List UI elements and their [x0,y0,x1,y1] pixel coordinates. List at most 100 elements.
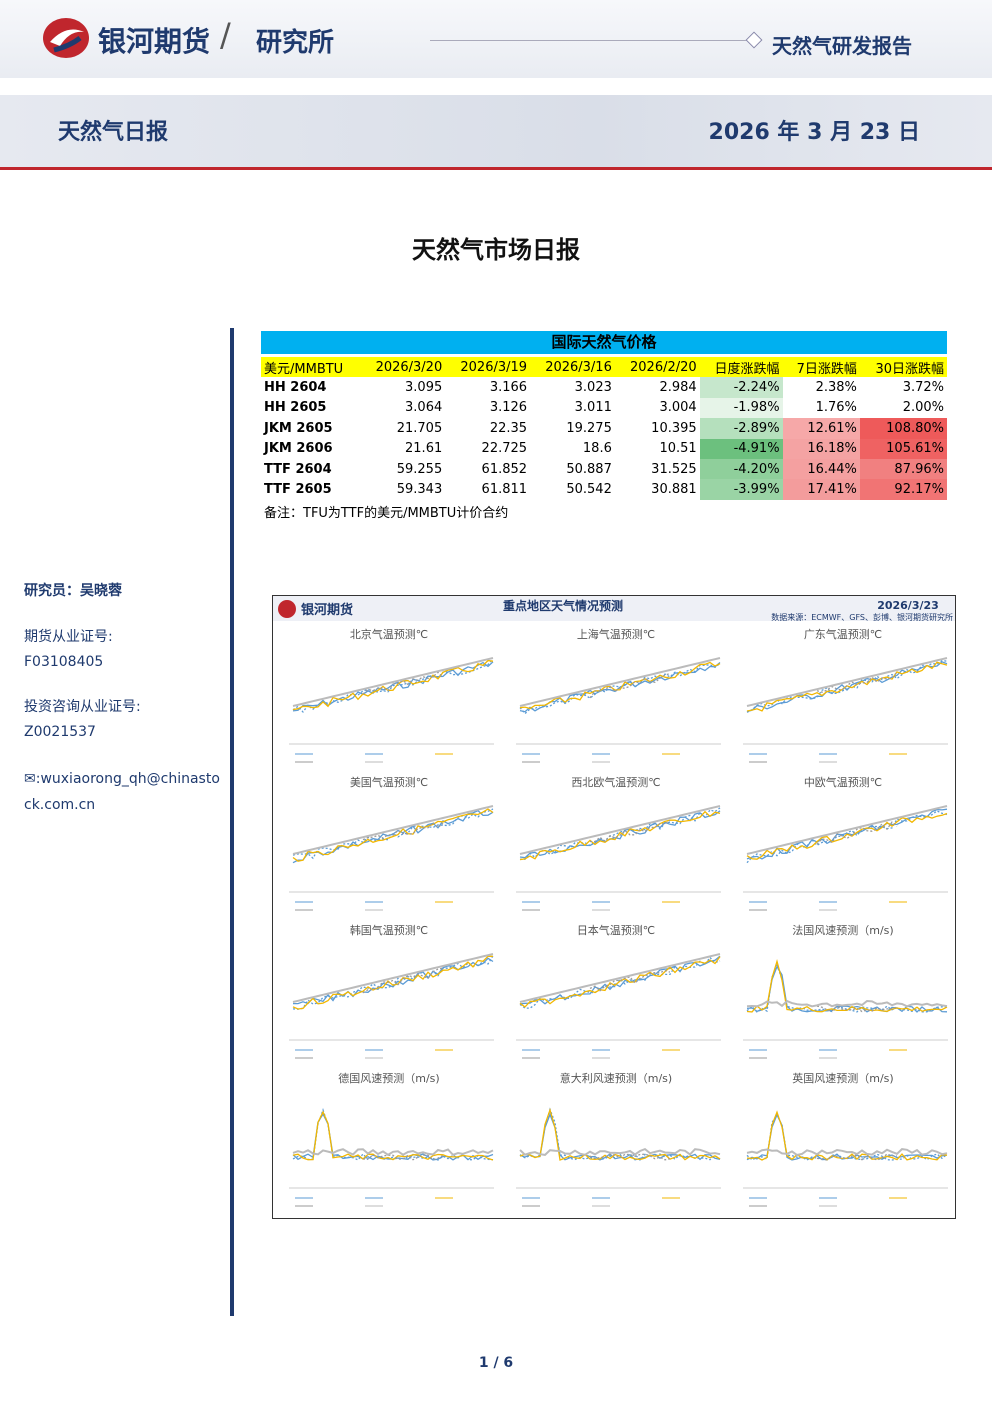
cell: 3.064 [405,400,443,416]
panel-line [292,1110,494,1161]
panel-line [590,819,671,843]
data-row: JKM 2605 21.705 22.35 19.275 10.395 -2.89% 12.… [261,418,947,439]
advisor-label: 投资咨询从业证号: [24,699,141,715]
panel-line [519,805,721,855]
figure-date: 2026/3/23 [877,599,939,612]
cell: 50.887 [566,461,612,477]
weather-svg: 银河期货 重点地区天气情况预测 2026/3/23 数据来源：ECMWF、GFS… [273,596,955,1207]
panel-line [519,953,721,1003]
panel-line [746,660,948,713]
panel-line [746,999,948,1008]
price-table: 国际天然气价格 美元/MMBTU 2026/3/20 2026/3/19 2026/3… [261,331,947,523]
cell: 10.51 [659,441,697,457]
cell: 3.095 [405,380,443,396]
rule [430,40,750,41]
table-note: 备注：TFU为TTF的美元/MMBTU计价合约 [264,505,509,521]
figure-title: 重点地区天气情况预测 [503,598,623,613]
cell: 12.61% [782,418,860,439]
figure-logo [278,600,296,618]
panel-line [292,657,494,707]
panel-line [589,969,671,992]
cell: 18.6 [582,441,612,457]
main-title: 天然气市场日报 [412,236,580,264]
panel-line [519,657,721,707]
header-cell: 7日涨跌幅 [796,361,857,377]
panel-line [292,659,494,711]
report-type: 天然气研发报告 [772,34,912,58]
top-bar [0,0,992,78]
cell: -2.89% [699,418,783,439]
header-cell: 30日涨跌幅 [875,361,944,377]
panel-line [292,805,494,855]
panel-line [519,810,721,861]
figure-brand: 银河期货 [301,602,353,618]
cell: 21.705 [396,420,443,436]
panel-line [746,1110,948,1161]
panel-line [746,661,948,713]
panel-title: 中欧气温预测℃ [804,775,882,789]
panel-title: 北京气温预测℃ [350,627,428,641]
header-row: 美元/MMBTU 2026/3/20 2026/3/19 2026/3/16 2026/… [261,357,947,378]
panel-line [362,967,444,994]
cell: 61.811 [481,482,528,498]
panel-line [746,812,948,860]
panel-line [746,1148,948,1157]
panel-line [292,658,494,714]
data-row: HH 2605 3.064 3.126 3.011 3.004 -1.98% 1.76% 2.… [261,397,947,419]
sidebar: 研究员：吴晓蓉 期货从业证号: F03108405 投资咨询从业证号: Z002… [24,580,220,818]
cell: 31.525 [651,461,697,477]
cell: 3.023 [574,380,612,396]
cell: 1.76% [815,400,857,416]
panel-title: 韩国气温预测℃ [350,923,428,937]
cell: 17.41% [782,479,860,500]
cell: 3.011 [574,400,612,416]
advisor: Z0021537 [24,724,96,740]
panel-title: 西北欧气温预测℃ [571,775,660,789]
panel-title: 德国风速预测（m/s) [338,1071,439,1085]
table-title: 国际天然气价格 [261,331,947,354]
banner-date: 2026 年 3 月 23 日 [708,120,920,145]
cell: -4.91% [699,438,783,459]
cell: 10.395 [651,420,697,436]
panel-line [519,1107,721,1161]
header-cell: 2026/3/19 [460,359,528,375]
panel-line [519,956,721,1009]
header-cell: 美元/MMBTU [264,361,344,377]
logo [43,18,89,58]
email: ✉:wuxiaorong_qh@chinastock.com.cn [24,771,220,813]
brand: 银河期货 [98,25,211,58]
cell: 3.166 [489,380,528,396]
cell: TTF 2604 [264,461,332,477]
cell: 30.881 [651,482,697,498]
panel-line [746,805,948,855]
cell: 3.004 [659,400,697,416]
panel-title: 广东气温预测℃ [804,627,882,641]
panel-line [292,1108,494,1161]
panel-line [816,1005,898,1013]
panel-line [746,657,948,707]
panel-line [519,662,721,713]
panel-title: 上海气温预测℃ [577,627,655,641]
header-cell: 2026/2/20 [630,359,697,375]
weather-figure: 银河期货 重点地区天气情况预测 2026/3/23 数据来源：ECMWF、GFS… [272,595,956,1219]
panel-line [589,673,671,699]
cell: 59.343 [396,482,443,498]
cell: 22.725 [481,441,528,457]
cell: 16.18% [782,438,860,459]
cell: JKM 2605 [264,420,333,436]
panel-line [519,956,721,1008]
panel-line [292,953,494,1003]
panel-line [816,821,898,845]
cell: 2.984 [659,380,697,396]
cell: -3.99% [699,479,783,500]
divider [230,328,234,1316]
data-row: HH 2604 3.095 3.166 3.023 2.984 -2.24% 2.38% 3.… [261,377,947,398]
cell: 50.542 [566,482,612,498]
page-number: 1 / 6 [478,1355,514,1371]
data-row: JKM 2606 21.61 22.725 18.6 10.51 -4.91% 16.18%… [261,438,947,459]
panel-line [519,661,721,710]
data-row: TTF 2605 59.343 61.811 50.542 30.881 -3.99% 17… [261,479,947,500]
license: F03108405 [24,654,104,670]
cell: -4.20% [699,458,783,480]
panel-line [292,808,494,860]
